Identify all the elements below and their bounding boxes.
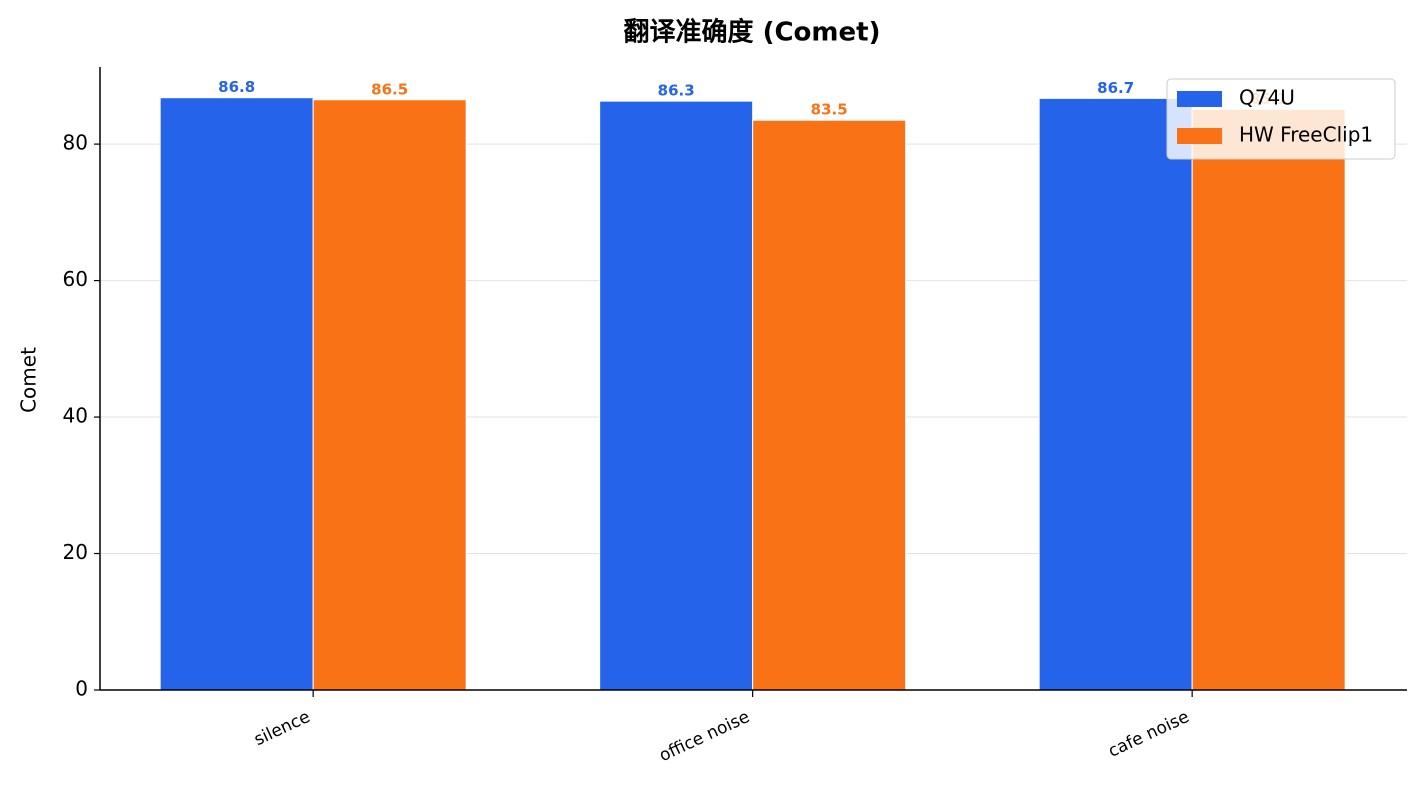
y-tick-label: 40 <box>63 404 88 428</box>
bar <box>312 99 467 691</box>
x-tick-label: cafe noise <box>1105 707 1192 762</box>
legend: Q74U HW FreeClip1 <box>1166 78 1396 160</box>
bar <box>1191 108 1346 691</box>
bar <box>752 119 907 691</box>
y-tick-label: 80 <box>63 131 88 155</box>
bar <box>159 97 314 691</box>
value-label: 86.5 <box>371 80 408 98</box>
y-tick-label: 20 <box>63 540 88 564</box>
x-tick-label: silence <box>251 707 313 750</box>
legend-label: HW FreeClip1 <box>1239 123 1373 147</box>
legend-label: Q74U <box>1239 86 1295 110</box>
legend-swatch <box>1177 91 1222 107</box>
y-tick-label: 60 <box>63 267 88 291</box>
chart-title: 翻译准确度 (Comet) <box>624 17 881 48</box>
bar <box>599 100 754 691</box>
x-tick-label: office noise <box>656 707 753 766</box>
value-label: 83.5 <box>811 101 848 119</box>
bar <box>1038 97 1193 691</box>
legend-box <box>1166 78 1396 160</box>
y-tick-label: 0 <box>75 677 88 701</box>
y-axis-label: Comet <box>17 347 41 413</box>
legend-swatch <box>1177 128 1222 144</box>
value-label: 86.7 <box>1097 79 1134 97</box>
value-label: 86.3 <box>658 82 695 100</box>
value-label: 86.8 <box>218 78 255 96</box>
